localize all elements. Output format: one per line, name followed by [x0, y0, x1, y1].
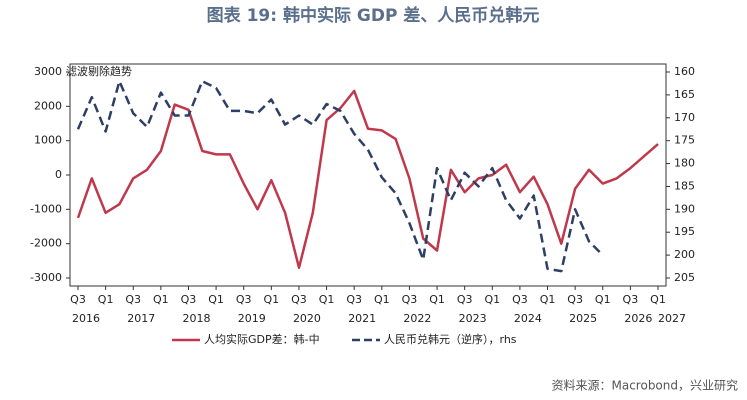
x-tick-label: Q1 — [540, 293, 556, 306]
y-tick-label: -1000 — [30, 202, 62, 215]
legend-label: 人民币兑韩元（逆序），rhs — [384, 332, 517, 346]
x-tick-label: Q3 — [512, 293, 528, 306]
x-tick-label: Q3 — [70, 293, 86, 306]
x-tick-label: Q3 — [623, 293, 639, 306]
y2-tick-label: 185 — [674, 179, 695, 192]
y2-tick-label: 200 — [674, 248, 695, 261]
x-tick-label: Q1 — [208, 293, 224, 306]
x-tick-label: Q3 — [125, 293, 141, 306]
y-tick-label: 0 — [55, 168, 62, 181]
y2-tick-label: 205 — [674, 271, 695, 284]
x-tick-label: Q3 — [181, 293, 197, 306]
year-label: 2016 — [72, 312, 100, 325]
year-label: 2022 — [403, 312, 431, 325]
x-tick-label: Q3 — [402, 293, 418, 306]
year-label: 2026 — [624, 312, 652, 325]
x-tick-label: Q1 — [484, 293, 500, 306]
y2-tick-label: 160 — [674, 65, 695, 78]
y-tick-label: -3000 — [30, 271, 62, 284]
legend-label: 人均实际GDP差：韩-中 — [204, 332, 320, 346]
year-label: 2017 — [127, 312, 155, 325]
y-tick-label: -2000 — [30, 237, 62, 250]
y2-tick-label: 190 — [674, 202, 695, 215]
x-tick-label: Q1 — [374, 293, 390, 306]
year-label: 2021 — [348, 312, 376, 325]
y-tick-label: 3000 — [34, 65, 62, 78]
series-line — [76, 89, 659, 269]
x-tick-label: Q1 — [429, 293, 445, 306]
x-tick-label: Q3 — [236, 293, 252, 306]
x-tick-label: Q1 — [595, 293, 611, 306]
year-label: 2027 — [658, 312, 686, 325]
y2-tick-label: 165 — [674, 88, 695, 101]
year-label: 2018 — [182, 312, 210, 325]
annotation: 滤波剔除趋势 — [66, 64, 132, 78]
x-tick-label: Q3 — [567, 293, 583, 306]
y2-tick-label: 170 — [674, 111, 695, 124]
year-label: 2023 — [459, 312, 487, 325]
chart-title: 图表 19: 韩中实际 GDP 差、人民币兑韩元 — [207, 5, 540, 26]
x-tick-label: Q3 — [346, 293, 362, 306]
year-label: 2024 — [514, 312, 542, 325]
y2-tick-label: 175 — [674, 134, 695, 147]
x-tick-label: Q1 — [650, 293, 666, 306]
source: 资料来源：Macrobond，兴业研究 — [552, 378, 739, 393]
y-tick-label: 2000 — [34, 99, 62, 112]
y2-tick-label: 180 — [674, 157, 695, 170]
y2-tick-label: 195 — [674, 225, 695, 238]
x-tick-label: Q1 — [319, 293, 335, 306]
x-tick-label: Q1 — [263, 293, 279, 306]
year-label: 2019 — [238, 312, 266, 325]
year-label: 2020 — [293, 312, 321, 325]
series-line — [76, 79, 604, 273]
x-tick-label: Q1 — [98, 293, 114, 306]
x-tick-label: Q3 — [457, 293, 473, 306]
x-tick-label: Q3 — [291, 293, 307, 306]
y-tick-label: 1000 — [34, 134, 62, 147]
x-tick-label: Q1 — [153, 293, 169, 306]
year-label: 2025 — [569, 312, 597, 325]
